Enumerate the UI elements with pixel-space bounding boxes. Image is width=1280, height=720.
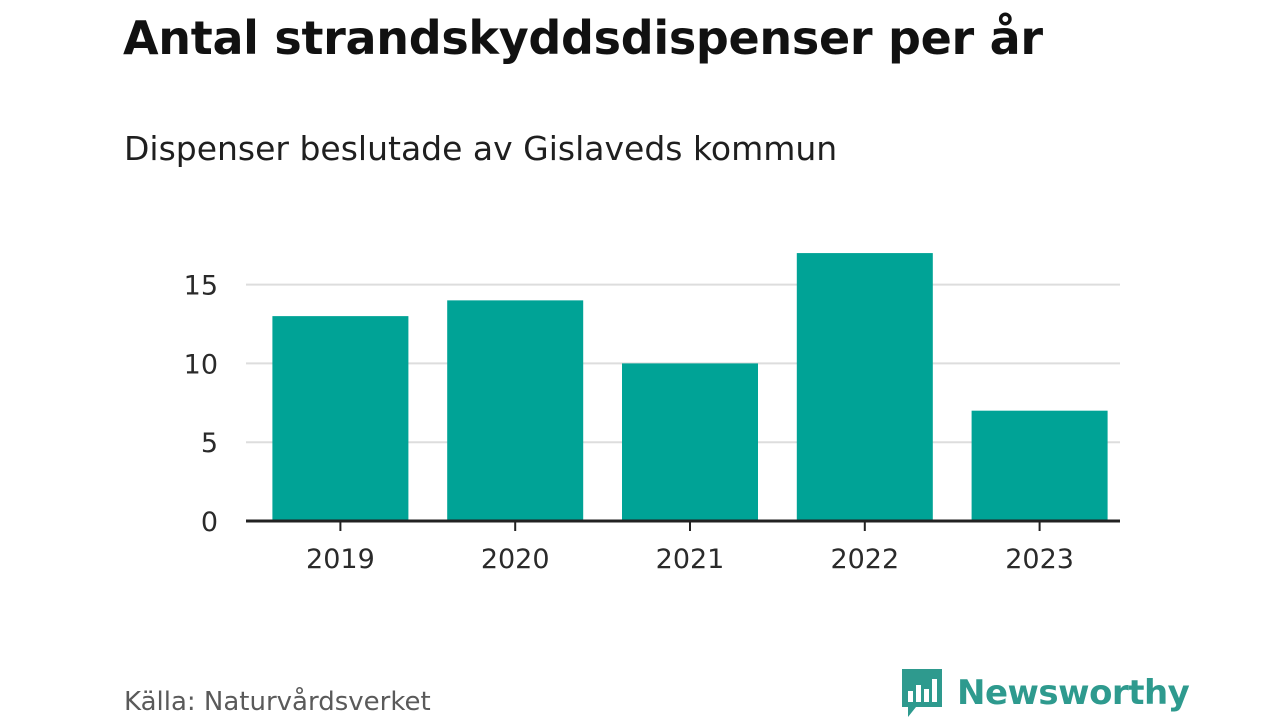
chart-title: Antal strandskyddsdispenser per år [123,11,1043,65]
chart-subtitle: Dispenser beslutade av Gislaveds kommun [124,129,838,168]
x-tick-label: 2020 [481,544,550,575]
x-tick-label: 2019 [306,544,375,575]
bar-2022 [796,253,933,521]
y-tick-label: 10 [184,349,218,380]
brand-logo: Newsworthy [902,668,1190,718]
axes: 0 5 10 15 2019 2020 2021 2022 2023 [184,271,1120,575]
y-tick-label: 0 [201,507,218,538]
newsworthy-logo-icon [902,669,942,717]
source-note: Källa: Naturvårdsverket [124,687,431,717]
x-tick-label: 2022 [830,544,899,575]
x-tick-label: 2021 [656,544,725,575]
bar-2019 [272,316,409,521]
y-tick-label: 15 [184,271,218,302]
bar-2023 [971,410,1108,521]
bar-2021 [622,363,758,521]
bars [272,253,1108,521]
x-tick-label: 2023 [1005,544,1074,575]
brand-name: Newsworthy [957,673,1190,713]
y-tick-label: 5 [201,428,218,459]
bar-2020 [447,300,584,521]
